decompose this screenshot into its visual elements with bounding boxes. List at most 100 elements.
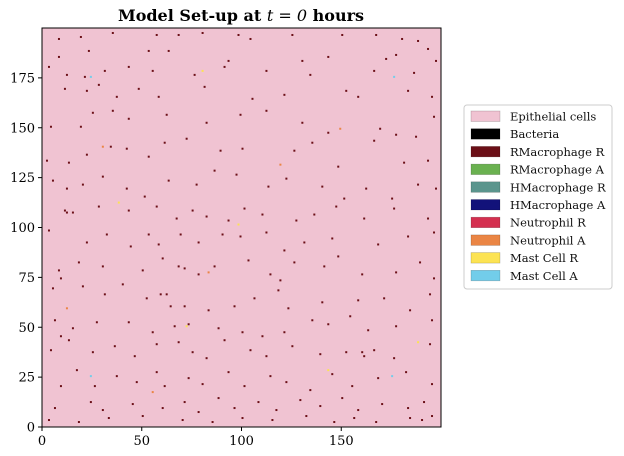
cell-mast-cell-r bbox=[117, 201, 120, 204]
cell-rmacrophage-r bbox=[77, 261, 80, 264]
cell-rmacrophage-r bbox=[319, 353, 322, 356]
cell-rmacrophage-r bbox=[85, 89, 88, 92]
cell-rmacrophage-r bbox=[47, 65, 50, 68]
cell-rmacrophage-r bbox=[205, 121, 208, 124]
cell-rmacrophage-r bbox=[167, 179, 170, 182]
cell-rmacrophage-r bbox=[383, 297, 386, 300]
cell-rmacrophage-r bbox=[59, 335, 62, 338]
cell-rmacrophage-r bbox=[125, 147, 128, 150]
cell-rmacrophage-r bbox=[405, 371, 408, 374]
legend-swatch-rmacrophage-r bbox=[470, 146, 501, 158]
cell-rmacrophage-r bbox=[125, 187, 128, 190]
cell-rmacrophage-r bbox=[79, 35, 82, 38]
cell-rmacrophage-r bbox=[309, 73, 312, 76]
chart-title: Model Set-up at t = 0 hours bbox=[118, 6, 364, 25]
cell-rmacrophage-r bbox=[223, 339, 226, 342]
cell-neutrophil-a bbox=[101, 145, 104, 148]
y-tick-label: 100 bbox=[10, 221, 35, 236]
legend-label-neutrophil-a: Neutrophil A bbox=[510, 233, 586, 247]
cell-rmacrophage-r bbox=[97, 205, 100, 208]
cell-rmacrophage-r bbox=[67, 339, 70, 342]
cell-rmacrophage-r bbox=[395, 271, 398, 274]
cell-rmacrophage-r bbox=[49, 349, 52, 352]
cell-rmacrophage-r bbox=[345, 89, 348, 92]
cell-rmacrophage-r bbox=[377, 377, 380, 380]
legend-swatch-hmacrophage-r bbox=[470, 181, 501, 193]
cell-rmacrophage-r bbox=[109, 145, 112, 148]
cell-rmacrophage-r bbox=[183, 305, 186, 308]
cell-rmacrophage-r bbox=[143, 195, 146, 198]
cell-rmacrophage-r bbox=[163, 385, 166, 388]
cell-rmacrophage-r bbox=[373, 349, 376, 352]
chart-title-math: t = 0 bbox=[267, 6, 307, 25]
cell-rmacrophage-r bbox=[407, 407, 410, 410]
y-tick-label: 25 bbox=[18, 371, 35, 386]
cell-rmacrophage-r bbox=[427, 159, 430, 162]
cell-rmacrophage-r bbox=[293, 149, 296, 152]
cell-rmacrophage-r bbox=[187, 323, 190, 326]
cell-rmacrophage-r bbox=[63, 209, 66, 212]
cell-rmacrophage-r bbox=[59, 277, 62, 280]
cell-rmacrophage-r bbox=[407, 235, 410, 238]
cell-rmacrophage-r bbox=[45, 159, 48, 162]
cell-mast-cell-r bbox=[237, 223, 240, 226]
legend-swatch-rmacrophage-a bbox=[470, 163, 501, 175]
cell-rmacrophage-r bbox=[81, 285, 84, 288]
cell-rmacrophage-r bbox=[423, 401, 426, 404]
cell-rmacrophage-r bbox=[81, 183, 84, 186]
cell-rmacrophage-r bbox=[167, 49, 170, 52]
cell-rmacrophage-r bbox=[75, 369, 78, 372]
legend-swatch-neutrophil-r bbox=[470, 216, 501, 228]
cell-rmacrophage-r bbox=[197, 411, 200, 414]
cell-rmacrophage-r bbox=[239, 235, 242, 238]
cell-rmacrophage-r bbox=[381, 403, 384, 406]
cell-rmacrophage-r bbox=[131, 403, 134, 406]
cell-rmacrophage-r bbox=[233, 305, 236, 308]
cell-neutrophil-a bbox=[207, 271, 210, 274]
cell-rmacrophage-r bbox=[53, 319, 56, 322]
cell-rmacrophage-r bbox=[363, 217, 366, 220]
cell-rmacrophage-r bbox=[291, 345, 294, 348]
cell-rmacrophage-r bbox=[361, 351, 364, 354]
cell-rmacrophage-r bbox=[127, 209, 130, 212]
cell-rmacrophage-r bbox=[89, 401, 92, 404]
cell-rmacrophage-r bbox=[101, 409, 104, 412]
chart-title-suffix: hours bbox=[313, 6, 364, 25]
cell-rmacrophage-r bbox=[179, 233, 182, 236]
cell-rmacrophage-r bbox=[195, 183, 198, 186]
cell-neutrophil-a bbox=[65, 307, 68, 310]
y-tick-label: 125 bbox=[10, 171, 35, 186]
legend-label-bacteria: Bacteria bbox=[510, 127, 559, 141]
cell-mast-cell-a bbox=[89, 75, 92, 78]
x-tick-label: 0 bbox=[38, 434, 46, 449]
cell-rmacrophage-r bbox=[269, 375, 272, 378]
cell-rmacrophage-r bbox=[433, 231, 436, 234]
cell-rmacrophage-r bbox=[63, 87, 66, 90]
cell-rmacrophage-r bbox=[429, 293, 432, 296]
cell-rmacrophage-r bbox=[243, 207, 246, 210]
cell-rmacrophage-r bbox=[183, 401, 186, 404]
cell-rmacrophage-r bbox=[291, 33, 294, 36]
cell-rmacrophage-r bbox=[395, 325, 398, 328]
legend: Epithelial cells Bacteria RMacrophage R RMa… bbox=[463, 104, 613, 290]
cell-rmacrophage-r bbox=[77, 421, 80, 424]
cell-rmacrophage-r bbox=[323, 265, 326, 268]
legend-swatch-epithelial-cells bbox=[470, 110, 501, 122]
y-tick-label: 175 bbox=[10, 71, 35, 86]
plot-area bbox=[41, 27, 442, 428]
cell-rmacrophage-r bbox=[261, 213, 264, 216]
plot-background bbox=[42, 28, 441, 427]
cell-rmacrophage-r bbox=[427, 47, 430, 50]
cell-neutrophil-a bbox=[339, 127, 342, 130]
legend-label-hmacrophage-r: HMacrophage R bbox=[510, 180, 606, 194]
cell-mast-cell-r bbox=[185, 325, 188, 328]
cell-rmacrophage-r bbox=[141, 269, 144, 272]
cell-neutrophil-a bbox=[279, 163, 282, 166]
legend-swatch-hmacrophage-a bbox=[470, 199, 501, 211]
cell-rmacrophage-r bbox=[177, 341, 180, 344]
cell-rmacrophage-r bbox=[295, 219, 298, 222]
cell-mast-cell-a bbox=[393, 75, 396, 78]
cell-mast-cell-r bbox=[417, 341, 420, 344]
cell-rmacrophage-r bbox=[133, 355, 136, 358]
